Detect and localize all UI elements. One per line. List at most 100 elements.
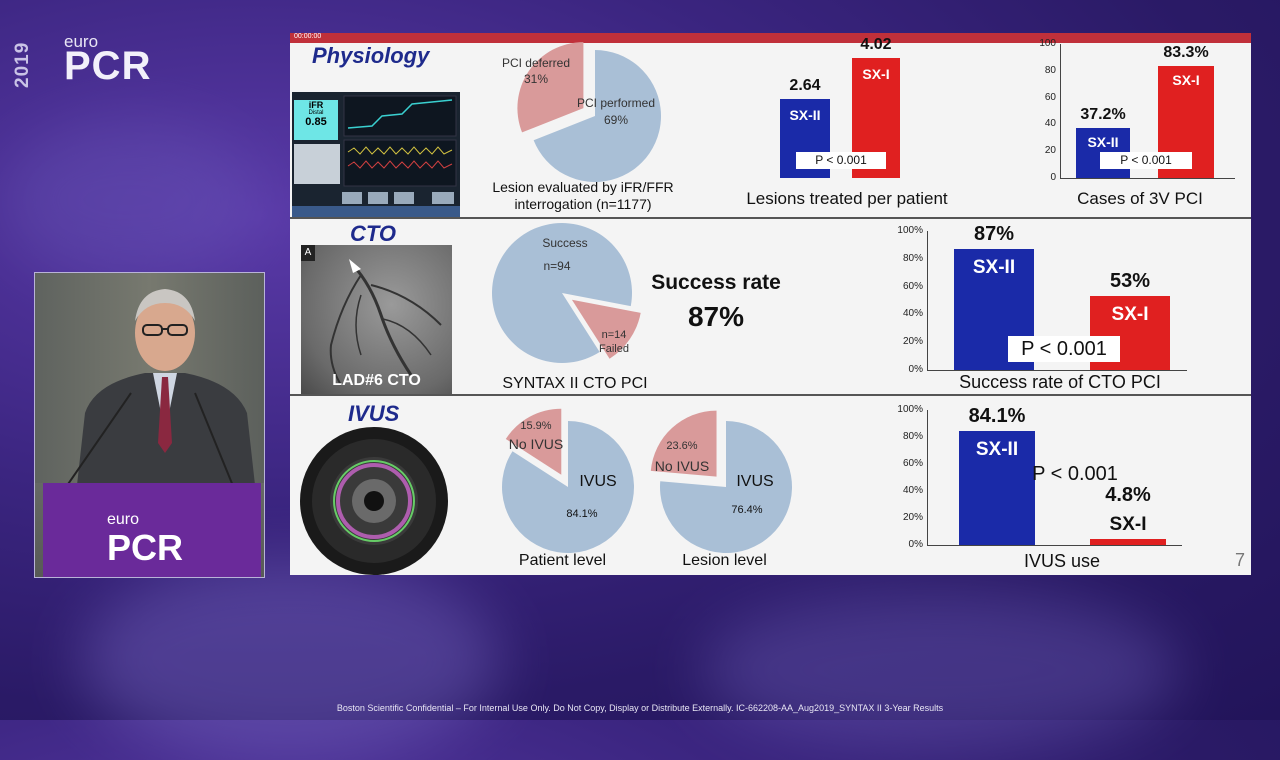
deferred-label: PCI deferred (501, 56, 571, 70)
x-axis-ivus (927, 545, 1182, 546)
value-sx1-ivus: 4.8% (1105, 483, 1151, 506)
pie-phys-caption: Lesion evaluated by iFR/FFR interrogatio… (458, 179, 708, 213)
cto-success-n: n=94 (543, 259, 571, 273)
tick-cto-0: 0% (908, 364, 923, 375)
cto-success-slice-label: Success (542, 236, 588, 250)
cto-failed-n: n=14 (601, 329, 627, 341)
section-title-ivus: IVUS (348, 401, 400, 426)
p-value-cto: P < 0.001 (1008, 336, 1120, 362)
ivus-patient-main-pct: 84.1% (566, 508, 598, 520)
background-swirl (80, 560, 500, 760)
ivus-image (300, 427, 448, 575)
tick-ivus-0: 0% (908, 539, 923, 550)
p-value-ivus: P < 0.001 (1032, 463, 1118, 485)
pie-phys-label-deferred: PCI deferred 31% (496, 55, 576, 87)
value-sx1-3v: 83.3% (1163, 44, 1209, 62)
tick-ivus-40: 40% (902, 485, 923, 496)
pie-phys-label-performed: PCI performed 69% (566, 95, 666, 129)
bar-label-sx1-ivus: SX-I (1109, 513, 1147, 535)
caption-ivus: IVUS use (1023, 551, 1101, 571)
caption-lesions: Lesions treated per patient (746, 189, 948, 208)
ivus-patient-minor: 15.9% No IVUS (486, 417, 586, 453)
pie-slice-ivus-patient-no-ivus (505, 408, 562, 475)
section-divider (290, 217, 1251, 219)
pie-slice-pci-performed (533, 50, 661, 182)
podium-pcr: PCR (107, 527, 184, 568)
ifr-waveform (292, 95, 460, 217)
bar-label-sx2-3v: SX-II (1087, 134, 1119, 151)
logo-year: 2019 (12, 41, 33, 88)
ivus-patient-caption: Patient level (518, 552, 607, 569)
bar-label-sx2-cto: SX-II (972, 257, 1016, 279)
tick-cto-20: 20% (902, 336, 923, 348)
speaker-figure (54, 289, 257, 503)
x-axis-cto (927, 370, 1187, 371)
tick-ivus-60: 60% (902, 458, 923, 469)
value-sx1-cto: 53% (1109, 270, 1151, 293)
top-bar-timecode: 00:00:00 (294, 33, 322, 40)
angiogram-corner-label: A (301, 245, 315, 261)
podium: euro PCR (43, 483, 261, 577)
p-value-3v: P < 0.001 (1100, 152, 1192, 169)
y-axis-3v (1060, 44, 1061, 178)
bar-label-sx1-cto: SX-I (1111, 304, 1149, 326)
ivus-lesion-minor-pct: 23.6% (666, 440, 698, 452)
bar-sx1-ivus (1090, 538, 1166, 545)
tick-3v-80: 80 (1044, 64, 1056, 76)
y-axis-ivus (927, 410, 928, 545)
tick-ivus-100: 100% (897, 404, 923, 415)
bar-label-sx2-ivus: SX-II (975, 439, 1019, 461)
angiogram-image: A LAD#6 CTO (301, 245, 452, 394)
ifr-readout-box: iFR Distal 0.85 (294, 100, 338, 140)
value-sx2-3v: 37.2% (1080, 106, 1126, 124)
ivus-lesion-minor: 23.6% No IVUS (642, 436, 722, 476)
pie-slice-ivus-patient-ivus (502, 421, 634, 553)
section-title-cto: CTO (350, 221, 397, 246)
cto-failed-slice: n=14 Failed (584, 328, 644, 356)
presentation-slide: 00:00:00 Physiology iFR Distal 0.85 PCI … (290, 33, 1251, 575)
ivus-patient-main-label: IVUS (579, 473, 617, 490)
confidential-footer: Boston Scientific Confidential – For Int… (336, 703, 944, 713)
background-swirl (0, 120, 260, 280)
podium-euro: euro (107, 511, 140, 528)
deferred-pct: 31% (523, 72, 549, 86)
bar-sx2-ivus (959, 431, 1035, 545)
value-sx2-cto: 87% (973, 223, 1015, 246)
performed-label: PCI performed (576, 96, 656, 110)
tick-3v-20: 20 (1044, 145, 1056, 157)
tick-ivus-80: 80% (902, 431, 923, 442)
pie-chart-ivus-patient (502, 408, 634, 553)
performed-pct: 69% (603, 113, 629, 127)
value-sx2-lesions: 2.64 (789, 77, 821, 95)
bar-label-sx1-3v: SX-I (1172, 72, 1200, 89)
tick-cto-60: 60% (902, 280, 923, 292)
pie-phys-caption-line1: Lesion evaluated by iFR/FFR (492, 179, 674, 195)
tick-cto-80: 80% (902, 252, 923, 264)
pie-chart-ivus-lesion (650, 410, 792, 553)
caption-3v: Cases of 3V PCI (1077, 189, 1203, 208)
bar-label-sx2-lesions: SX-II (789, 107, 821, 124)
value-sx2-ivus: 84.1% (968, 405, 1026, 428)
ifr-sub: Distal (308, 110, 324, 116)
tick-3v-0: 0 (1050, 172, 1056, 183)
speaker-video: euro PCR (34, 272, 265, 578)
logo-pcr: PCR (64, 44, 152, 88)
ifr-label: iFR (308, 100, 324, 110)
pie-chart-cto (492, 223, 641, 363)
x-axis-3v (1060, 178, 1235, 179)
ifr-monitor-image: iFR Distal 0.85 (292, 92, 460, 217)
tick-cto-100: 100% (897, 225, 923, 236)
ivus-lesion-main-pct: 76.4% (731, 504, 763, 516)
pie-slice-cto-success (492, 223, 632, 363)
pie-slice-pci-deferred (517, 42, 584, 133)
ivus-lesion-main-label: IVUS (736, 473, 774, 490)
angiogram-label: LAD#6 CTO (332, 372, 421, 389)
pie-phys-caption-line2: interrogation (n=1177) (514, 196, 652, 212)
value-sx1-lesions: 4.02 (860, 36, 892, 54)
ivus-lesion-minor-label: No IVUS (654, 458, 710, 474)
ivus-lesion-caption: Lesion level (682, 552, 767, 569)
pie-slice-ivus-lesion-ivus (660, 421, 792, 553)
section-title-physiology: Physiology (312, 43, 430, 68)
pie-chart-lesion-evaluation (517, 42, 661, 182)
ifr-value: 0.85 (305, 116, 327, 128)
